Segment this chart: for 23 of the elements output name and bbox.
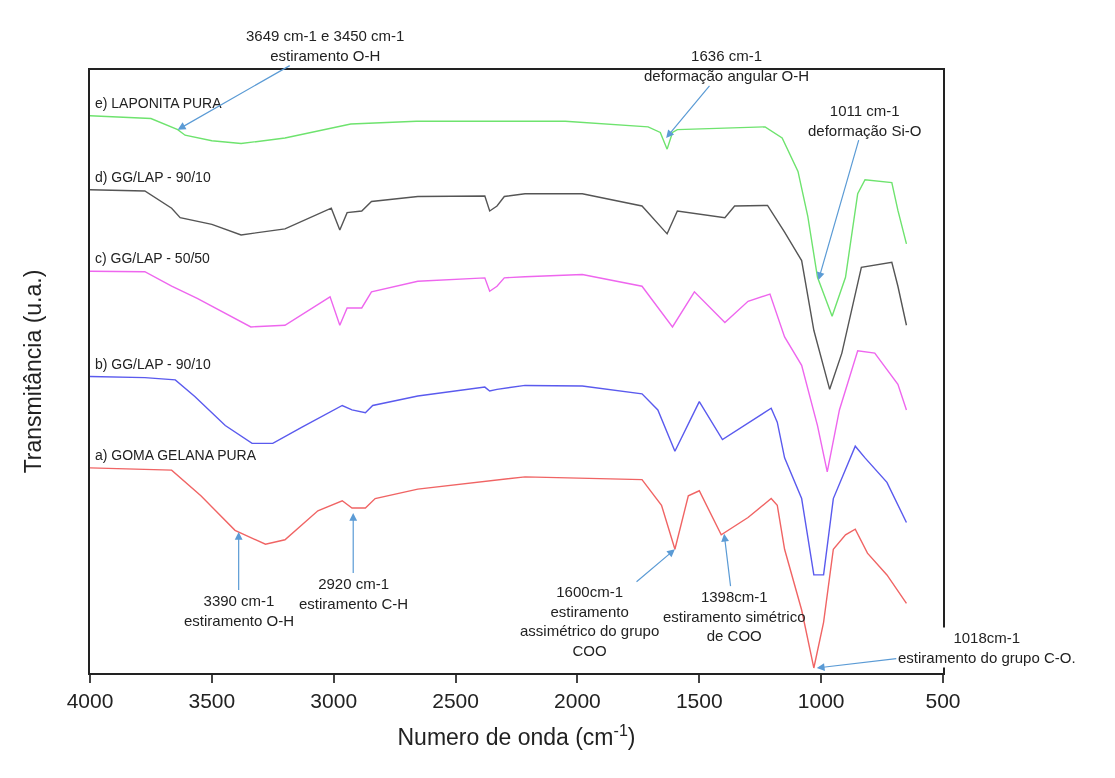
x-tick-label: 3000 <box>310 689 358 713</box>
x-tick-label: 500 <box>925 689 961 713</box>
x-tick-label: 3500 <box>188 689 236 713</box>
annotation: 2920 cm-1 estiramento C-H <box>299 575 409 612</box>
x-tick-label: 2500 <box>432 689 479 713</box>
series-label: b) GG/LAP - 90/10 <box>95 356 211 372</box>
annotation: 1018cm-1 estiramento do grupo C-O. <box>898 629 1076 666</box>
x-axis-title: Numero de onda (cm$^{-1}$) <box>397 720 636 751</box>
series-label: a) GOMA GELANA PURA <box>95 447 257 463</box>
annotation: 1398cm-1 estiramento simétrico de COO <box>663 588 806 644</box>
annotation: 1011 cm-1 deformação Si-O <box>808 102 922 139</box>
x-tick-label: 1500 <box>675 689 723 713</box>
annotation: 1636 cm-1 deformação angular O-H <box>644 47 810 84</box>
y-axis-title: Transmitância (u.a.) <box>19 269 46 474</box>
annotation: 3649 cm-1 e 3450 cm-1 estiramento O-H <box>246 27 405 64</box>
series-label: e) LAPONITA PURA <box>95 95 223 111</box>
series-label: d) GG/LAP - 90/10 <box>95 169 211 185</box>
annotation: 1600cm-1 estiramento assimétrico do grupo COO <box>520 583 660 659</box>
annotation: 3390 cm-1 estiramento O-H <box>184 592 295 629</box>
x-tick-label: 2000 <box>554 689 601 713</box>
x-tick-label: 4000 <box>66 689 114 713</box>
series-label: c) GG/LAP - 50/50 <box>95 250 211 266</box>
x-tick-label: 1000 <box>797 689 845 713</box>
